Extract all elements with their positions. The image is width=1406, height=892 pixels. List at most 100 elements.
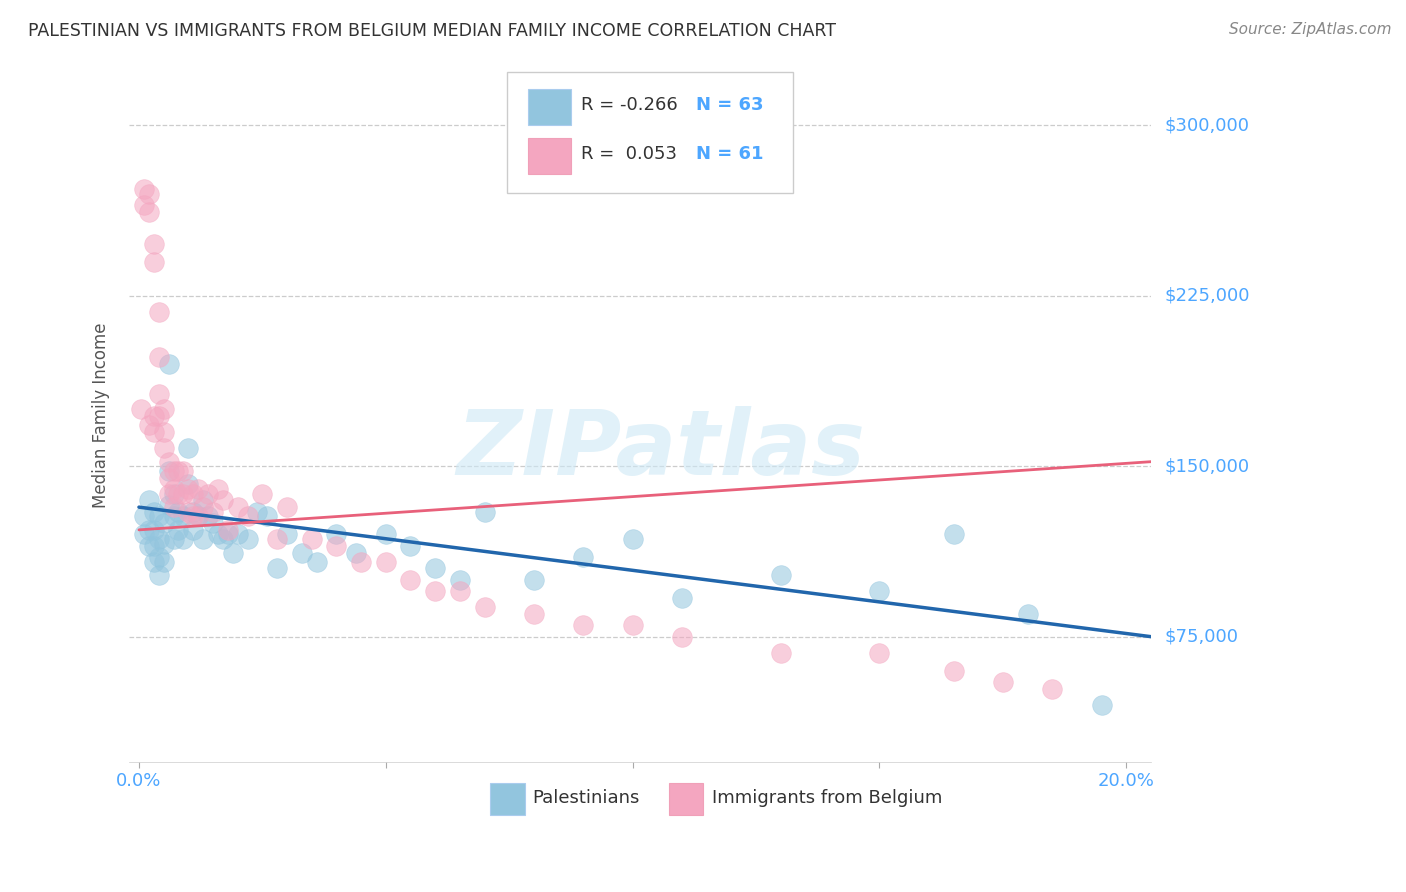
Point (449, 584, 471, 599)
FancyBboxPatch shape (527, 89, 571, 126)
Point (191, 500, 214, 515)
Text: $75,000: $75,000 (1166, 628, 1239, 646)
Point (181, 509, 204, 524)
Point (276, 527, 298, 541)
FancyBboxPatch shape (489, 783, 524, 815)
Point (291, 545, 314, 559)
Point (344, 545, 367, 559)
Point (172, 509, 194, 524)
Point (325, 527, 347, 541)
Point (1091, 698, 1114, 712)
Point (252, 486, 274, 500)
Point (942, 664, 965, 678)
Point (187, 509, 209, 524)
Text: R =  0.053: R = 0.053 (581, 145, 676, 162)
Point (162, 464, 184, 478)
Point (425, 561, 447, 575)
Point (172, 486, 194, 500)
Point (157, 486, 180, 500)
Point (523, 573, 546, 587)
Point (167, 464, 190, 478)
Point (236, 532, 259, 546)
Point (148, 350, 170, 364)
Point (142, 236, 165, 251)
Point (167, 523, 190, 537)
Point (1040, 681, 1063, 696)
Point (256, 509, 278, 524)
Point (187, 509, 209, 524)
Text: Source: ZipAtlas.com: Source: ZipAtlas.com (1229, 22, 1392, 37)
Text: $150,000: $150,000 (1166, 458, 1250, 475)
Point (425, 584, 447, 599)
Text: Immigrants from Belgium: Immigrants from Belgium (711, 789, 942, 806)
Point (167, 505, 190, 519)
Point (148, 568, 170, 582)
Point (177, 482, 200, 496)
Point (142, 523, 165, 537)
Y-axis label: Median Family Income: Median Family Income (93, 322, 110, 508)
Point (869, 646, 891, 660)
Point (162, 500, 184, 515)
Point (132, 509, 155, 524)
Point (236, 509, 259, 524)
Point (148, 386, 170, 401)
Point (217, 527, 239, 541)
Point (157, 464, 180, 478)
Point (246, 505, 269, 519)
Point (142, 409, 165, 424)
Point (572, 550, 595, 565)
Point (226, 500, 249, 515)
Point (301, 532, 323, 546)
Point (197, 486, 219, 500)
Text: ZIPatlas: ZIPatlas (456, 406, 865, 494)
Point (266, 532, 288, 546)
Point (172, 532, 194, 546)
Point (572, 618, 595, 632)
Point (138, 523, 160, 537)
Point (350, 555, 373, 569)
Point (207, 482, 229, 496)
Point (162, 532, 184, 546)
Point (162, 486, 184, 500)
Point (181, 486, 204, 500)
Point (152, 555, 174, 569)
Point (132, 182, 155, 196)
Point (138, 493, 160, 508)
Point (138, 186, 160, 201)
Text: $225,000: $225,000 (1166, 287, 1250, 305)
Point (474, 505, 496, 519)
Point (217, 523, 239, 537)
Point (131, 402, 153, 417)
Text: Palestinians: Palestinians (533, 789, 640, 806)
Point (374, 555, 396, 569)
Point (181, 523, 204, 537)
Point (942, 527, 965, 541)
Point (148, 409, 170, 424)
Point (671, 591, 693, 605)
Point (226, 527, 249, 541)
Point (157, 455, 180, 469)
Point (148, 532, 170, 546)
Point (1017, 607, 1039, 621)
Point (172, 464, 194, 478)
Point (201, 505, 224, 519)
Point (152, 402, 174, 417)
FancyBboxPatch shape (527, 138, 571, 174)
Point (325, 539, 347, 553)
Point (142, 254, 165, 268)
Point (148, 509, 170, 524)
Point (162, 482, 184, 496)
Point (191, 493, 214, 508)
Text: N = 61: N = 61 (696, 145, 763, 162)
Point (132, 198, 155, 212)
Point (191, 532, 214, 546)
Point (671, 630, 693, 644)
Point (152, 516, 174, 530)
Point (869, 584, 891, 599)
Point (212, 493, 235, 508)
Text: PALESTINIAN VS IMMIGRANTS FROM BELGIUM MEDIAN FAMILY INCOME CORRELATION CHART: PALESTINIAN VS IMMIGRANTS FROM BELGIUM M… (28, 22, 837, 40)
Text: R = -0.266: R = -0.266 (581, 96, 678, 114)
Point (177, 477, 200, 491)
Point (181, 505, 204, 519)
Point (222, 545, 245, 559)
